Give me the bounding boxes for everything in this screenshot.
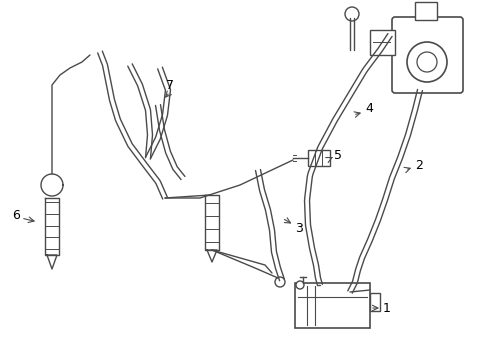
Text: 4: 4 xyxy=(365,102,373,114)
Bar xyxy=(295,283,370,328)
Circle shape xyxy=(296,281,304,289)
Text: 5: 5 xyxy=(334,149,342,162)
Bar xyxy=(370,293,380,311)
Text: 6: 6 xyxy=(12,208,20,221)
Text: 7: 7 xyxy=(166,78,174,91)
Circle shape xyxy=(275,277,285,287)
Circle shape xyxy=(407,42,447,82)
Bar xyxy=(370,30,395,55)
Text: 3: 3 xyxy=(295,221,303,234)
FancyBboxPatch shape xyxy=(392,17,463,93)
Bar xyxy=(415,2,437,20)
Circle shape xyxy=(345,7,359,21)
Text: 1: 1 xyxy=(383,302,391,315)
Bar xyxy=(308,150,330,166)
Text: 2: 2 xyxy=(415,158,423,171)
Circle shape xyxy=(417,52,437,72)
